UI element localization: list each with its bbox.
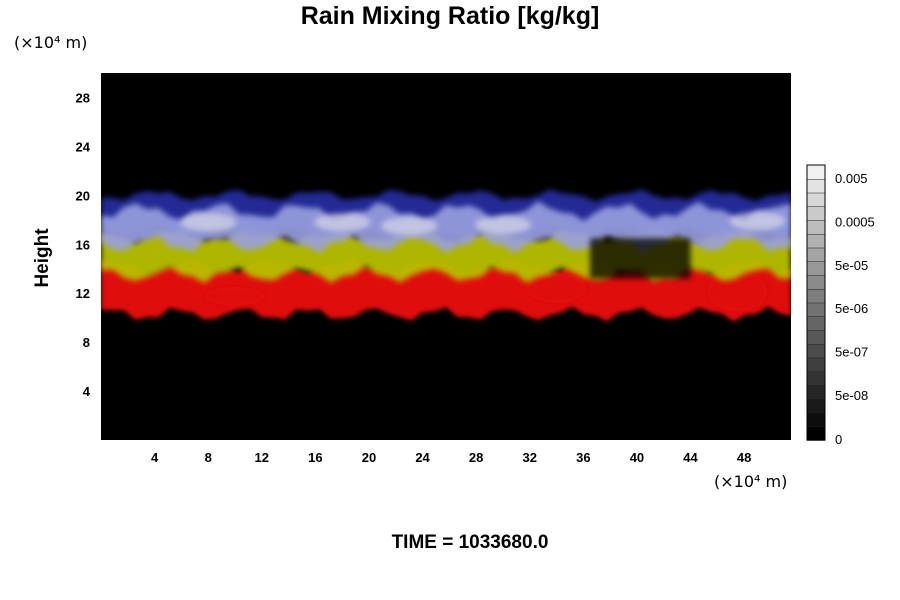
rain-highlight [314, 213, 371, 232]
x-axis-unit: (×10⁴ m) [714, 472, 788, 491]
x-tick-label: 4 [151, 450, 159, 465]
colorbar-swatch [806, 233, 826, 249]
colorbar-swatch [806, 343, 826, 359]
chart-title: Rain Mixing Ratio [kg/kg] [300, 2, 600, 30]
colorbar-swatch [806, 261, 826, 276]
colorbar-swatch [806, 412, 826, 427]
x-tick-label: 48 [737, 450, 751, 465]
rain-blob-red [526, 273, 587, 303]
colorbar-swatch [806, 398, 826, 414]
y-tick-label: 4 [83, 384, 91, 399]
colorbar-swatch [806, 302, 826, 317]
colorbar-label: 5e-08 [835, 388, 868, 403]
colorbar-swatch [806, 288, 826, 304]
colorbar-label: 5e-07 [835, 345, 868, 360]
y-axis-unit: (×10⁴ m) [14, 33, 88, 52]
rain-blob-red [707, 271, 768, 312]
rain-blob-red [204, 287, 265, 306]
rain-highlight [729, 212, 786, 231]
x-tick-label: 20 [362, 450, 376, 465]
colorbar-swatch [806, 178, 826, 194]
colorbar-label: 5e-06 [835, 301, 868, 316]
x-tick-label: 24 [415, 450, 430, 465]
colorbar-swatch [806, 164, 826, 180]
field-layers [101, 189, 791, 322]
y-tick-label: 16 [76, 237, 90, 252]
colorbar-swatch [806, 329, 826, 345]
colorbar-swatch [806, 357, 826, 372]
x-tick-label: 36 [576, 450, 590, 465]
x-tick-label: 12 [255, 450, 269, 465]
colorbar-frame [806, 164, 826, 441]
rain-highlight [474, 215, 531, 234]
x-tick-label: 44 [683, 450, 698, 465]
x-tick-label: 8 [205, 450, 212, 465]
colorbar-swatch [806, 426, 826, 441]
rain-highlight [381, 216, 438, 235]
colorbar-swatch [806, 206, 826, 221]
colorbar-swatch [806, 316, 826, 331]
x-tick-label: 32 [523, 450, 537, 465]
colorbar-label: 0 [835, 432, 842, 447]
rain-highlight [180, 213, 237, 232]
colorbar-swatch [806, 219, 826, 235]
colorbar-swatch [806, 384, 826, 400]
x-tick-label: 40 [630, 450, 644, 465]
y-tick-label: 8 [83, 335, 90, 350]
colorbar-swatch [806, 192, 826, 207]
y-tick-label: 12 [76, 286, 90, 301]
y-tick-label: 28 [76, 90, 90, 105]
colorbar-label: 0.0005 [835, 214, 875, 229]
y-tick-label: 24 [76, 139, 91, 154]
colorbar-swatch [806, 371, 826, 386]
colorbar-swatch [806, 247, 826, 262]
x-tick-label: 16 [308, 450, 322, 465]
time-label: TIME = 1033680.0 [391, 532, 549, 553]
colorbar-swatch [806, 274, 826, 290]
x-tick-label: 28 [469, 450, 483, 465]
colorbar-label: 0.005 [835, 171, 868, 186]
rain-gap [590, 238, 691, 279]
y-tick-label: 20 [76, 188, 90, 203]
colorbar-label: 5e-05 [835, 258, 868, 273]
